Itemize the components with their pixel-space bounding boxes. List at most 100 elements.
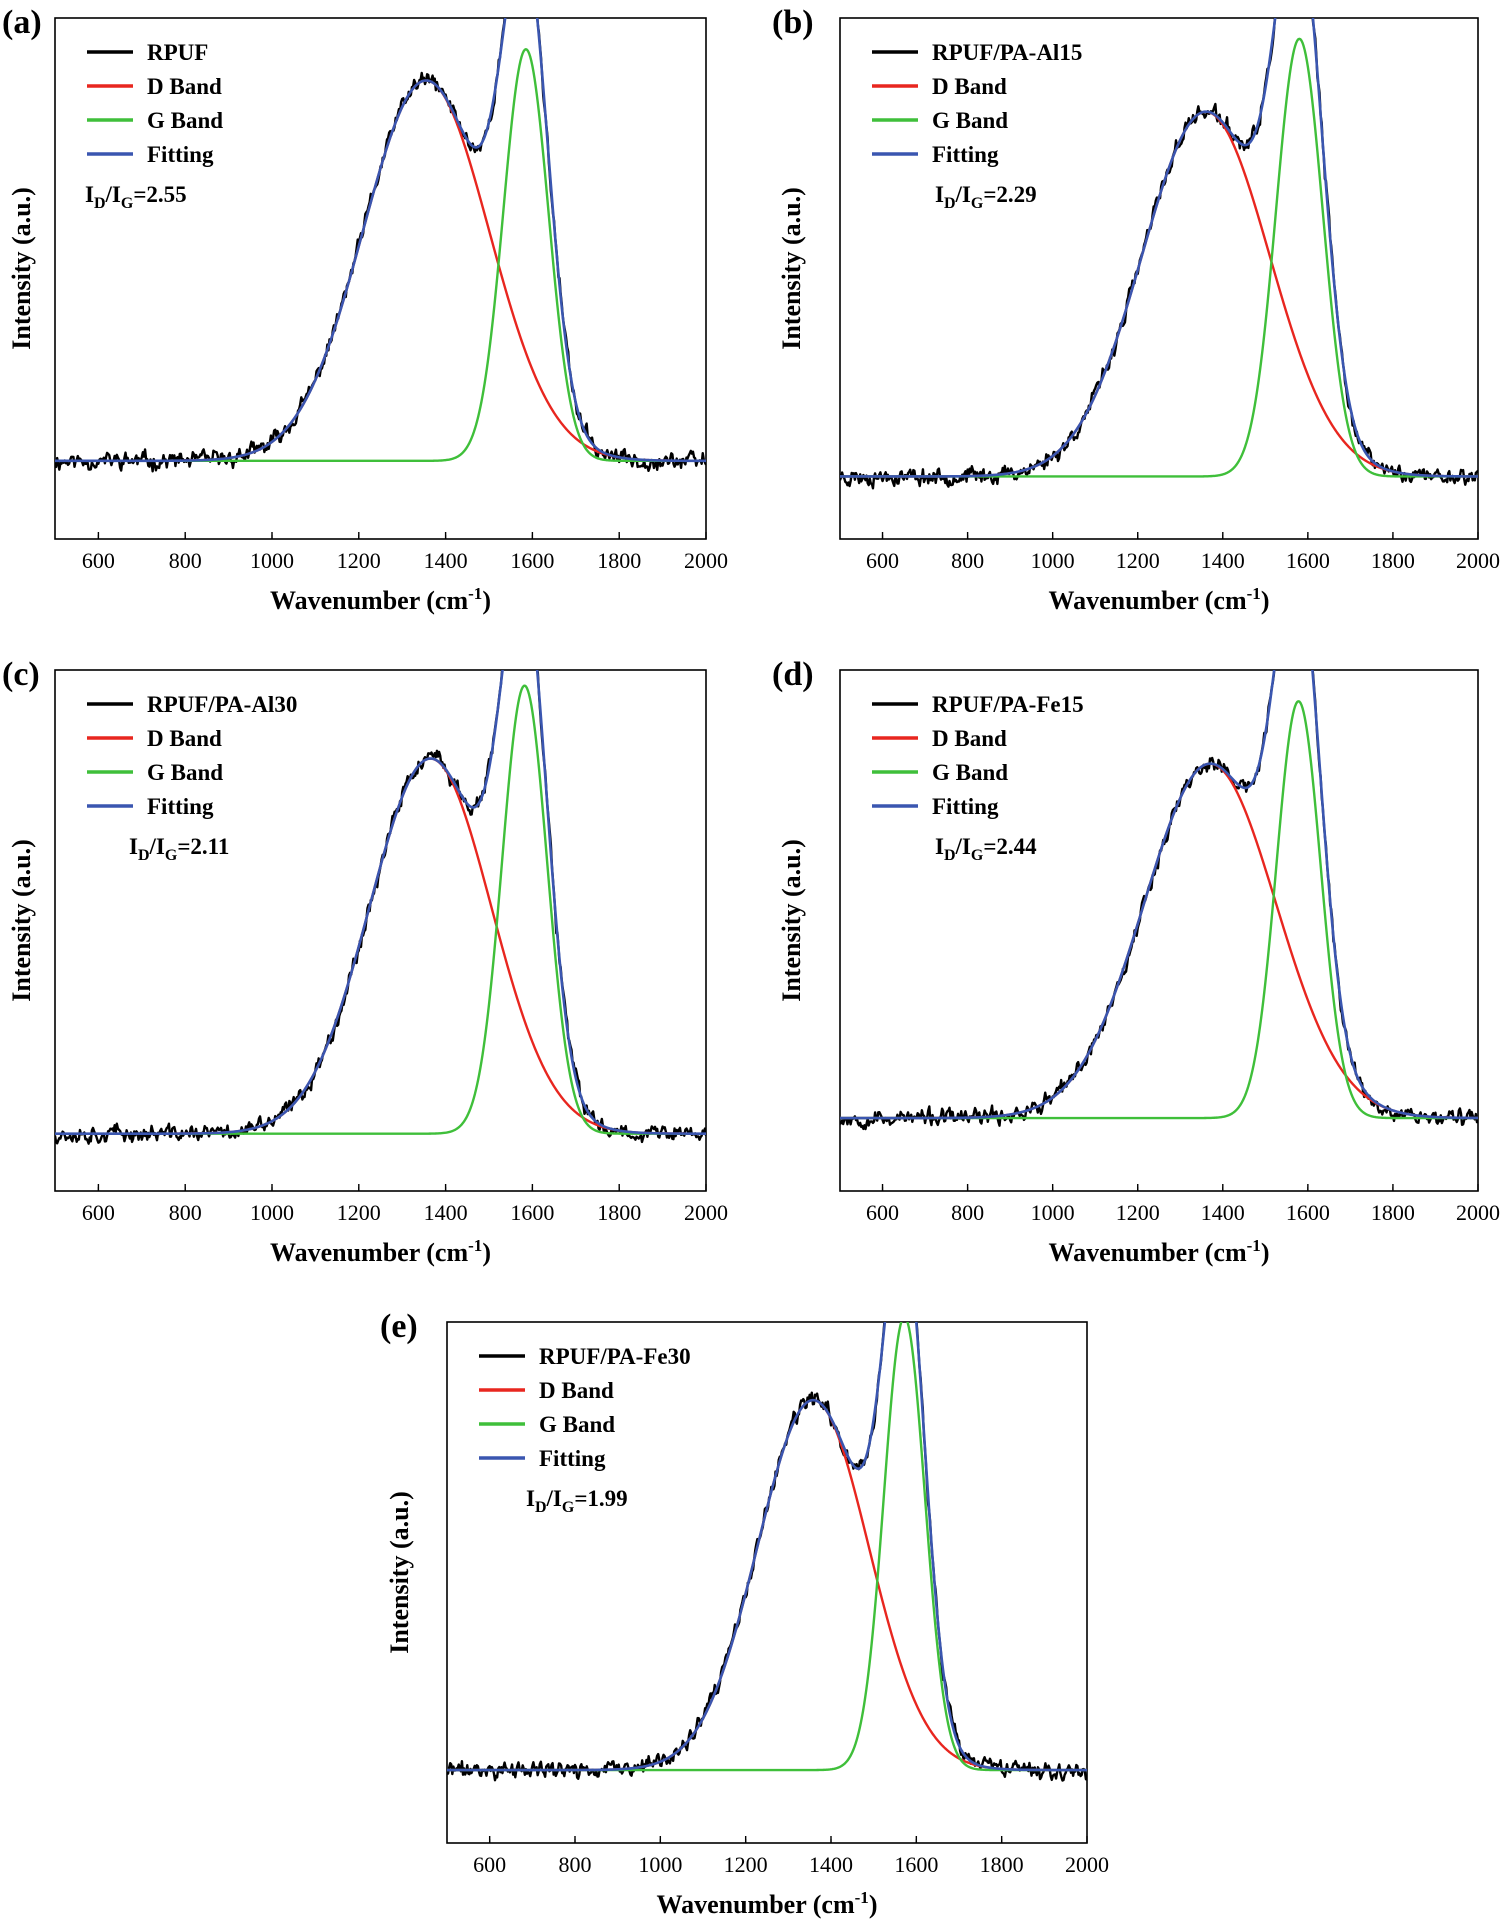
legend-label: Fitting [147,142,214,167]
legend-label: RPUF [147,40,208,65]
x-tick-label: 600 [82,1200,115,1225]
plot-frame [54,17,707,540]
x-tick-label: 1600 [510,1200,554,1225]
x-tick-label: 2000 [1456,1200,1500,1225]
x-tick-label: 1600 [1286,548,1330,573]
panel-letter: (a) [2,4,42,41]
x-tick-label: 1400 [1201,548,1245,573]
fitting-line [840,670,1478,1120]
x-tick-label: 1600 [510,548,554,573]
legend-label: D Band [932,74,1007,99]
d-band-line [55,79,706,463]
plot-frame [839,17,1479,540]
x-tick-label: 1600 [894,1852,938,1877]
g-band-line [840,37,1478,478]
chart-panel-2: (b) 600 800 1000 1200 1400 1600 1800 2000 Wavenum… [772,4,1500,615]
id-ig-ratio: ID/IG=1.99 [526,1486,628,1516]
legend-label: G Band [539,1412,615,1437]
x-tick-label: 1800 [597,548,641,573]
id-ig-ratio: ID/IG=2.55 [85,182,187,212]
fitting-line [840,18,1478,478]
x-axis-label: Wavenumber (cm-1) [1049,584,1270,615]
panel-letter: (e) [380,1308,418,1345]
x-tick-label: 2000 [1065,1852,1109,1877]
x-tick-label: 800 [169,1200,202,1225]
x-tick-label: 1400 [809,1852,853,1877]
panel-letter: (c) [2,656,40,693]
legend-label: Fitting [539,1446,606,1471]
plot-frame [54,669,707,1192]
legend-label: G Band [932,108,1008,133]
g-band-line [55,684,706,1135]
legend-label: RPUF/PA-Al15 [932,40,1082,65]
x-axis-label: Wavenumber (cm-1) [270,584,491,615]
legend-label: G Band [147,108,223,133]
x-tick-label: 800 [559,1852,592,1877]
legend-label: G Band [147,760,223,785]
chart-panel-5: (e) 600 800 1000 1200 1400 1600 1800 2000 Wavenum… [380,1308,1109,1919]
chart-panel-4: (d) 600 800 1000 1200 1400 1600 1800 2000 Wavenum… [772,656,1500,1267]
legend-label: RPUF/PA-Al30 [147,692,297,717]
raw-spectrum-line [55,18,706,473]
y-axis-label: Intensity (a.u.) [777,187,806,350]
x-axis-label: Wavenumber (cm-1) [657,1888,878,1919]
legend-label: RPUF/PA-Fe30 [539,1344,691,1369]
x-tick-label: 600 [82,548,115,573]
x-tick-label: 2000 [684,548,728,573]
x-tick-label: 1800 [1371,548,1415,573]
legend-label: D Band [539,1378,614,1403]
x-tick-label: 600 [866,548,899,573]
y-axis-label: Intensity (a.u.) [7,839,36,1002]
x-tick-label: 1800 [1371,1200,1415,1225]
fitting-line [55,18,706,463]
x-tick-label: 800 [951,548,984,573]
legend-label: D Band [147,74,222,99]
x-axis-label: Wavenumber (cm-1) [270,1236,491,1267]
x-tick-label: 1000 [1031,1200,1075,1225]
plot-frame [446,1321,1088,1844]
plot-frame [839,669,1479,1192]
legend-label: RPUF/PA-Fe15 [932,692,1084,717]
fitting-line [447,1322,1087,1772]
x-tick-label: 2000 [684,1200,728,1225]
x-tick-label: 1400 [424,548,468,573]
x-tick-label: 600 [473,1852,506,1877]
id-ig-ratio: ID/IG=2.11 [129,834,229,864]
x-tick-label: 1200 [337,548,381,573]
y-axis-label: Intensity (a.u.) [777,839,806,1002]
x-axis-label: Wavenumber (cm-1) [1049,1236,1270,1267]
id-ig-ratio: ID/IG=2.44 [935,834,1037,864]
x-tick-label: 1600 [1286,1200,1330,1225]
chart-panel-1: (a) 600 800 1000 1200 1400 1600 1800 2000 Wavenum… [2,4,728,615]
x-tick-label: 1000 [250,1200,294,1225]
legend-label: Fitting [932,794,999,819]
x-tick-label: 800 [169,548,202,573]
panel-letter: (b) [772,4,814,41]
legend-label: D Band [932,726,1007,751]
fitting-line [55,670,706,1135]
x-tick-label: 1000 [638,1852,682,1877]
x-tick-label: 1400 [1201,1200,1245,1225]
x-tick-label: 2000 [1456,548,1500,573]
legend-label: Fitting [932,142,999,167]
legend-label: G Band [932,760,1008,785]
x-tick-label: 1200 [1116,548,1160,573]
y-axis-label: Intensity (a.u.) [385,1491,414,1654]
x-tick-label: 1800 [597,1200,641,1225]
x-tick-label: 1200 [337,1200,381,1225]
legend-label: Fitting [147,794,214,819]
legend-label: D Band [147,726,222,751]
x-tick-label: 1200 [1116,1200,1160,1225]
id-ig-ratio: ID/IG=2.29 [935,182,1037,212]
x-tick-label: 1800 [980,1852,1024,1877]
panel-letter: (d) [772,656,814,693]
chart-panel-3: (c) 600 800 1000 1200 1400 1600 1800 2000 Wavenum… [2,656,728,1267]
x-tick-label: 1200 [724,1852,768,1877]
y-axis-label: Intensity (a.u.) [7,187,36,350]
x-tick-label: 600 [866,1200,899,1225]
x-tick-label: 800 [951,1200,984,1225]
x-tick-label: 1000 [1031,548,1075,573]
x-tick-label: 1400 [424,1200,468,1225]
x-tick-label: 1000 [250,548,294,573]
